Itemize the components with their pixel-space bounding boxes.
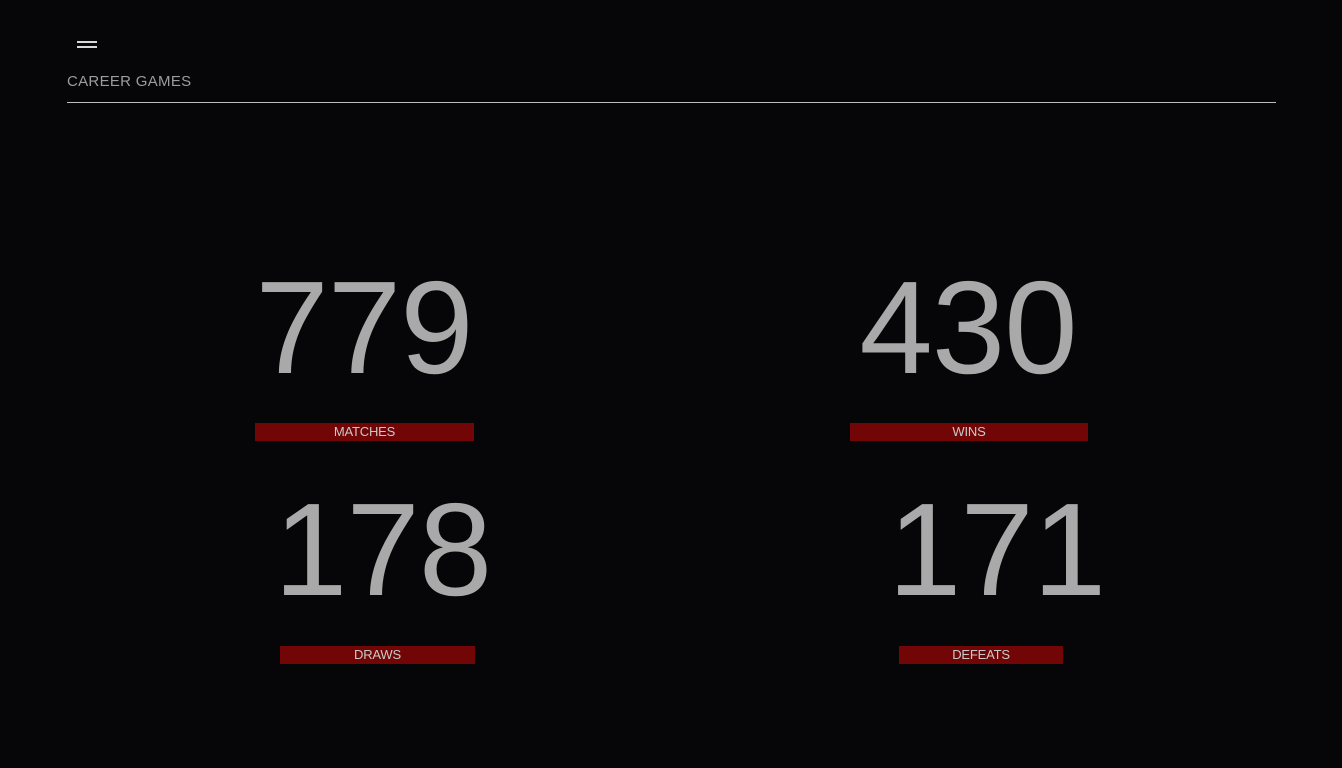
- menu-button[interactable]: [70, 32, 104, 56]
- page-title: CAREER GAMES: [67, 73, 192, 90]
- hamburger-menu-icon-bar: [77, 46, 97, 48]
- stat-value-matches: 779: [255, 254, 473, 401]
- hamburger-menu-icon: [77, 41, 97, 43]
- stat-label-draws: DRAWS: [280, 646, 475, 664]
- stat-value-defeats: 171: [888, 476, 1106, 623]
- stat-value-draws: 178: [274, 476, 492, 623]
- stat-label-matches: MATCHES: [255, 423, 474, 441]
- header-divider: [67, 102, 1276, 103]
- stat-value-wins: 430: [859, 254, 1077, 401]
- stat-label-defeats: DEFEATS: [899, 646, 1063, 664]
- stat-label-wins: WINS: [850, 423, 1088, 441]
